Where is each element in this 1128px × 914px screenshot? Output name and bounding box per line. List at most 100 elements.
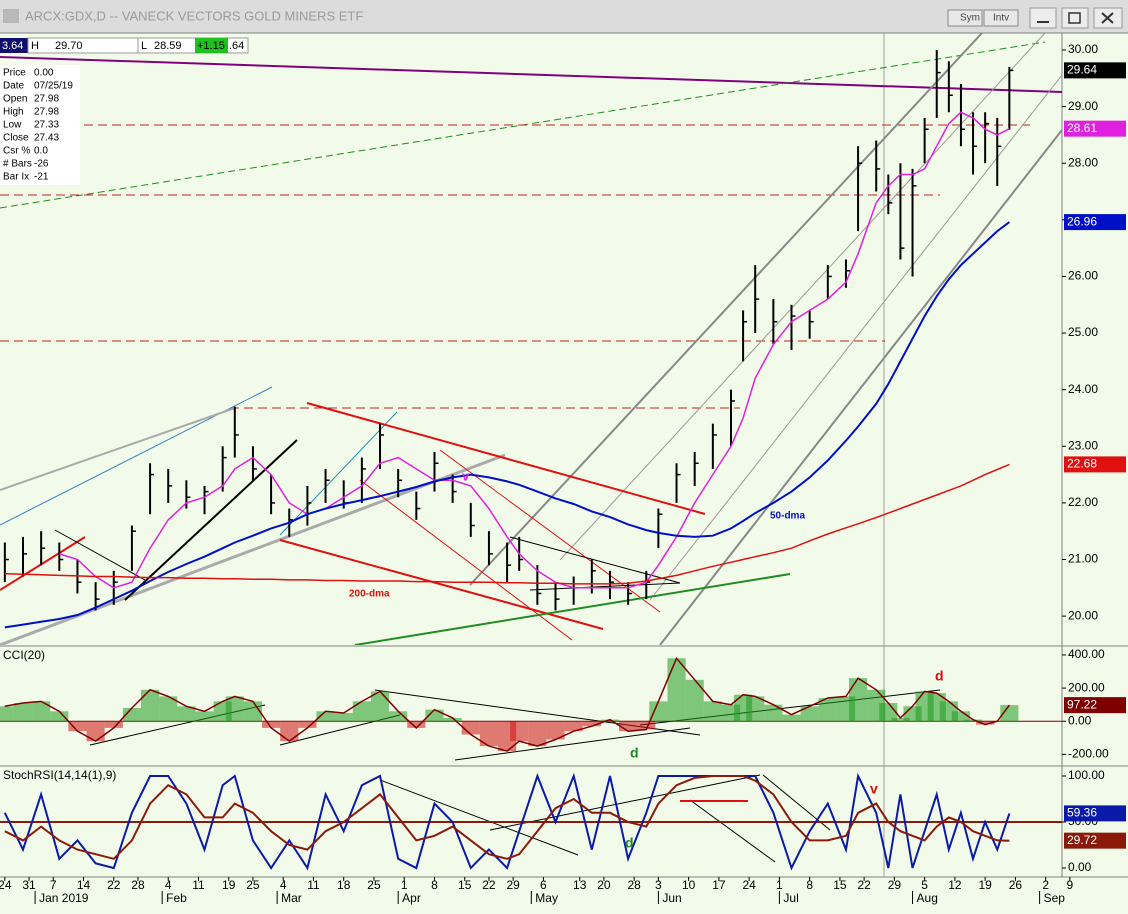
value-label: 22.68 (1067, 457, 1097, 471)
cci-bar (443, 717, 462, 722)
info-rows: Price 0.00 Date 07/25/19 Open 27.98 High 27.98 L… (3, 68, 73, 183)
value-label: 29.72 (1067, 833, 1097, 847)
x-tick-label: 11 (307, 878, 320, 892)
info-value: 27.43 (34, 133, 59, 144)
trendline (379, 779, 579, 856)
y-tick-label: 0.00 (1068, 713, 1092, 727)
intv-button-label[interactable]: Intv (993, 13, 1009, 24)
panel-title: CCI(20) (3, 648, 45, 662)
trendline (279, 411, 398, 536)
close-icon (1101, 12, 1114, 24)
moving-average (4, 463, 1010, 585)
month-label: Jan 2019 (39, 891, 89, 905)
cci-bar (407, 721, 426, 728)
value-label: 29.64 (1067, 63, 1097, 77)
value-label: 28.61 (1067, 121, 1097, 135)
x-tick-label: 19 (222, 878, 236, 892)
maximize-button[interactable] (1061, 7, 1089, 29)
trendline (454, 727, 691, 761)
panel-marks (3, 49, 1014, 629)
cci-bar (976, 721, 995, 725)
info-value: 0.00 (34, 68, 54, 79)
stoch-trendlines (379, 774, 831, 863)
channel-line (659, 129, 1062, 645)
info-panel (0, 65, 80, 185)
trendline (54, 529, 146, 581)
annotation: 50-dma (770, 511, 805, 522)
cci-bar (389, 711, 408, 722)
cci-bar (370, 691, 390, 722)
cci-bar (50, 711, 69, 722)
x-tick-label: 20 (597, 878, 611, 892)
info-label: # Bars (3, 159, 32, 170)
x-tick-label: 8 (431, 878, 438, 892)
value-box (1064, 62, 1126, 79)
cci-bar (818, 698, 837, 722)
x-tick-label: 22 (107, 878, 121, 892)
x-tick-label: 17 (712, 878, 726, 892)
info-label: Low (3, 120, 22, 131)
value-box (1064, 456, 1126, 473)
trendline (0, 407, 236, 491)
x-tick-label: 11 (192, 878, 205, 892)
maximize-icon (1068, 12, 1081, 24)
month-label: Mar (281, 891, 302, 905)
cci-bar (86, 721, 105, 742)
cci-bar (703, 701, 722, 722)
cci-bar (334, 712, 353, 722)
channel-line (649, 74, 1062, 601)
info-label: Open (3, 94, 27, 105)
cci-bar (0, 706, 14, 722)
value-box (1064, 832, 1126, 849)
info-label: Date (3, 81, 25, 92)
y-tick-label: 29.00 (1068, 99, 1098, 113)
x-tick-label: 29 (888, 878, 902, 892)
minimize-button[interactable] (1029, 7, 1057, 29)
y-tick-label: -200.00 (1068, 747, 1109, 761)
trendline (354, 573, 791, 645)
cci-line (4, 656, 1010, 752)
cci-bar (316, 711, 335, 722)
x-tick-label: 5 (921, 878, 928, 892)
panel-title: StochRSI(14,14(1),9) (3, 768, 116, 782)
trendline (0, 56, 1062, 93)
cci-bar (746, 696, 765, 722)
cci-bar (140, 689, 160, 722)
info-value: -26 (34, 159, 49, 170)
x-tick-label: 3 (655, 878, 662, 892)
x-tick-label: 9 (1067, 878, 1074, 892)
info-value: 27.98 (34, 107, 59, 118)
cci-bar (619, 721, 638, 732)
info-label: Bar Ix (3, 172, 29, 183)
value-box (1064, 214, 1126, 231)
x-tick-label: 19 (978, 878, 992, 892)
y-tick-label: 24.00 (1068, 382, 1098, 396)
cci-bar (848, 678, 868, 722)
info-value: 27.98 (34, 94, 59, 105)
cci-bar (637, 721, 656, 730)
value-label: 26.96 (1067, 214, 1097, 228)
cci-bar (564, 721, 583, 732)
trendline (762, 774, 831, 831)
intv-button[interactable] (983, 9, 1019, 27)
quote-value: 28.59 (154, 40, 182, 52)
sym-button-label[interactable]: Sym (960, 13, 980, 24)
cci-bar (479, 721, 499, 747)
cci-bar (764, 704, 783, 722)
cci-bar (667, 658, 686, 722)
info-value: -21 (34, 172, 49, 183)
stoch-line (4, 775, 1010, 860)
month-label: Jul (783, 891, 798, 905)
x-tick-label: 1 (401, 878, 408, 892)
info-label: Close (3, 133, 29, 144)
cci-bar (685, 679, 704, 722)
month-label: Aug (917, 891, 938, 905)
sym-button[interactable] (947, 9, 983, 27)
trendline (689, 799, 776, 863)
cci-bar (159, 696, 178, 722)
value-box (1064, 120, 1126, 137)
quote-value: 29.70 (55, 40, 83, 52)
cci-bar (649, 701, 668, 722)
